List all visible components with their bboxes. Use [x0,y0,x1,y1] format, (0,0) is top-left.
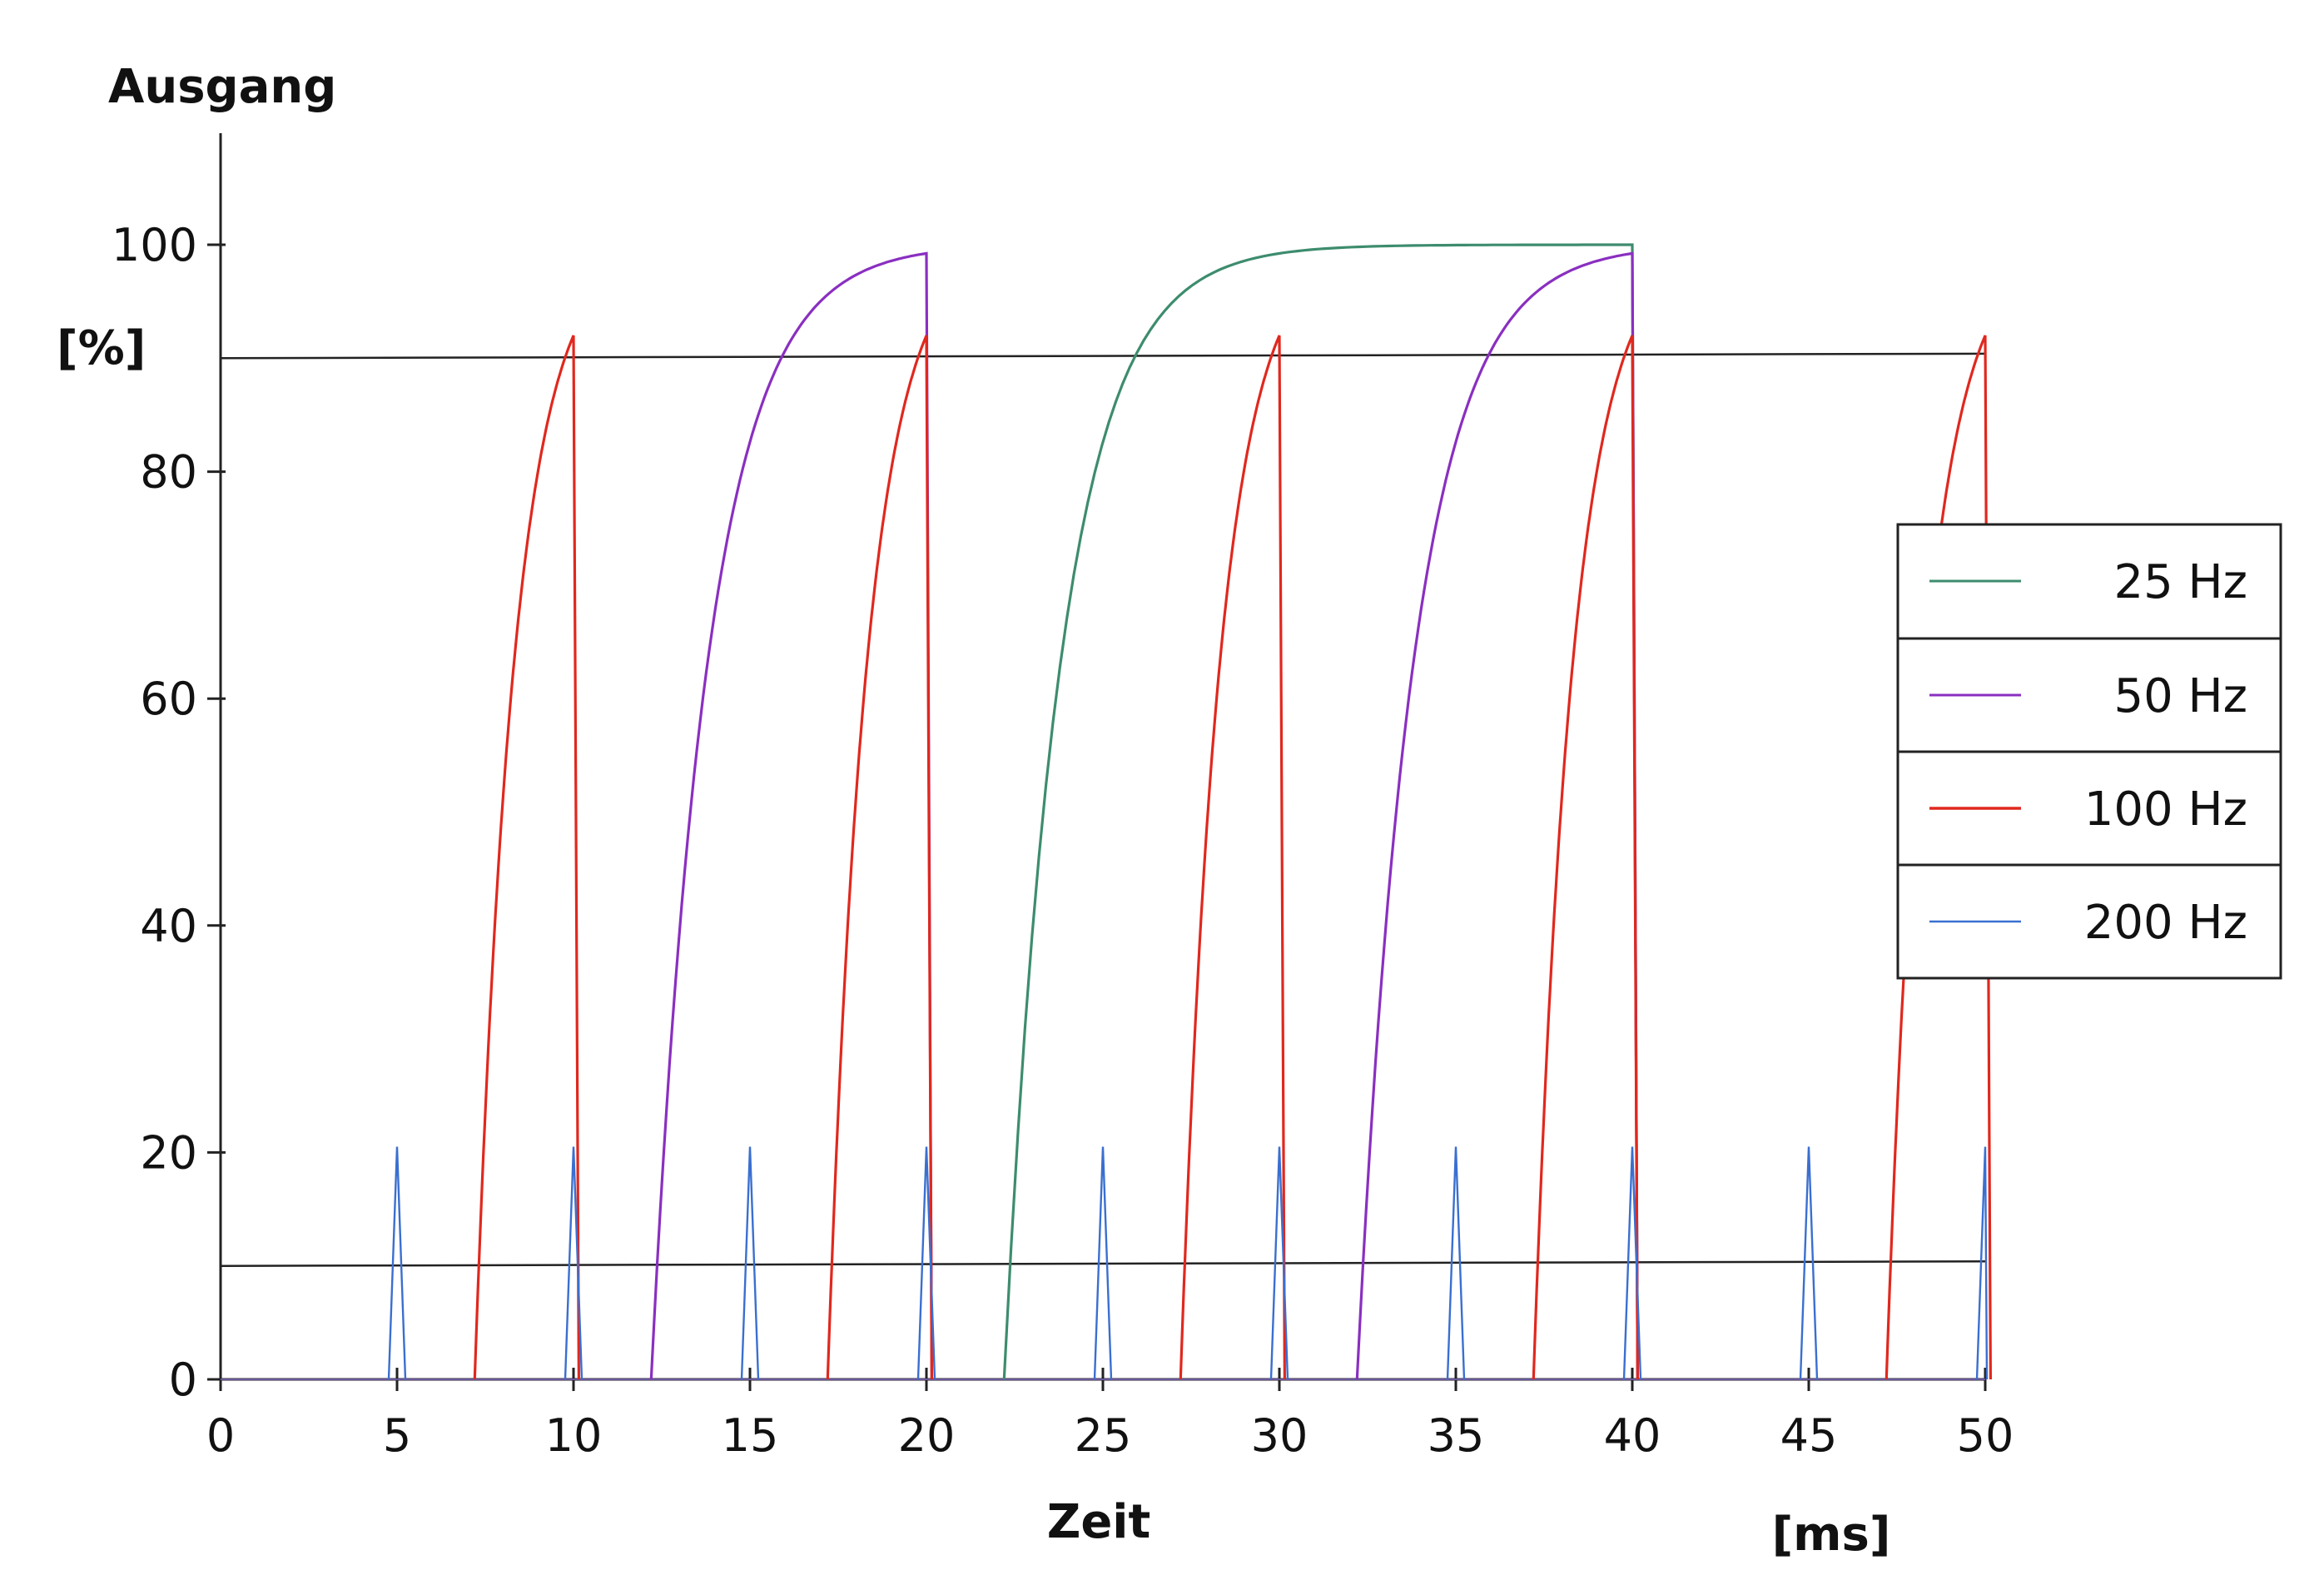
x-tick-label: 0 [206,1409,235,1462]
spike [387,1146,407,1380]
series-200hz [387,1146,1989,1380]
reference-line [220,1260,1986,1267]
series-100hz [473,335,1992,1380]
y-tick-label: 0 [169,1354,197,1406]
x-tick-label: 15 [722,1409,779,1462]
x-tick-label: 50 [1957,1409,2014,1462]
legend-label-25hz: 25 Hz [2113,555,2247,609]
x-axis-title: Zeit [1047,1495,1151,1549]
pulse-curve [1179,335,1286,1380]
spike [1093,1146,1113,1380]
legend-label-200hz: 200 Hz [2084,896,2247,950]
legend-label-100hz: 100 Hz [2084,783,2247,837]
y-tick-label: 100 [112,219,197,271]
y-tick-label: 20 [140,1126,197,1179]
spike [916,1146,936,1380]
reference-line [220,352,1986,360]
series-50hz [649,251,1639,1380]
x-tick-label: 30 [1251,1409,1308,1462]
pulse-curve [826,335,933,1380]
spike [740,1146,760,1380]
pulse-curve [1532,335,1639,1380]
x-tick-label: 35 [1428,1409,1485,1462]
spike [564,1146,583,1380]
pulse-curve [649,251,933,1380]
x-tick-label: 25 [1075,1409,1132,1462]
spike [1799,1146,1819,1380]
series-25hz [1002,243,1639,1380]
y-axis-unit: [%] [57,321,146,375]
spike [1446,1146,1466,1380]
x-axis-unit: [ms] [1772,1508,1891,1562]
x-tick-label: 20 [898,1409,956,1462]
pulse-curve [473,335,580,1380]
y-tick-label: 60 [140,673,197,725]
series-group [221,243,1992,1380]
reference-lines [220,352,1986,1267]
pulse-curve [1002,243,1639,1380]
spike [1622,1146,1642,1380]
pulse-curve [1355,251,1639,1380]
x-tick-label: 40 [1604,1409,1661,1462]
y-tick-label: 40 [140,900,197,952]
x-tick-label: 5 [383,1409,411,1462]
axis-ticks: 0 5 10 15 20 25 30 35 40 45 50 0 20 40 60 80 100 [112,219,2014,1462]
y-axis-title: Ausgang [108,60,336,114]
y-tick-label: 80 [140,446,197,499]
legend-label-50hz: 50 Hz [2113,669,2247,723]
x-tick-label: 10 [545,1409,603,1462]
spike [1269,1146,1289,1380]
legend: 25 Hz 50 Hz 100 Hz 200 Hz [1896,523,2282,980]
spike [1975,1146,1989,1380]
x-tick-label: 45 [1780,1409,1838,1462]
